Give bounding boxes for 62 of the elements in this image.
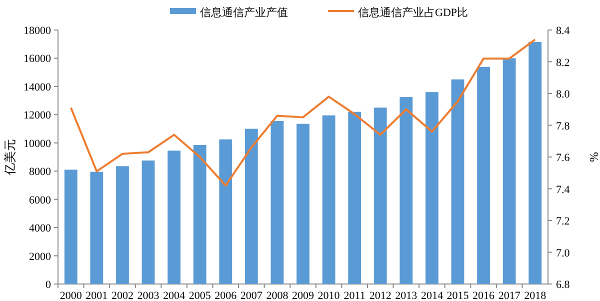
bar (400, 97, 413, 284)
x-tick-label: 2008 (266, 290, 289, 301)
bar (168, 150, 180, 284)
bar (90, 172, 104, 284)
bar (451, 79, 464, 284)
y-tick-label: 18000 (24, 25, 52, 37)
bar (477, 66, 490, 284)
x-tick-label: 2013 (395, 290, 418, 301)
bar (528, 42, 542, 284)
x-tick-label: 2011 (344, 290, 366, 301)
bar (426, 92, 438, 284)
bar (296, 124, 310, 284)
bar (270, 121, 284, 284)
y2-tick-label: 7.4 (556, 184, 570, 196)
y2-tick-label: 8.0 (556, 88, 570, 100)
y2-tick-label: 7.8 (556, 120, 570, 132)
x-tick-label: 2018 (524, 290, 547, 301)
bar (322, 115, 336, 284)
bar (142, 160, 155, 284)
y-axis-title: 亿美元 (3, 139, 17, 176)
x-tick-label: 2014 (420, 290, 444, 301)
y-tick-label: 12000 (24, 110, 52, 122)
legend-label: 信息通信产业占GDP比 (358, 6, 468, 19)
y-tick-label: 16000 (24, 53, 52, 66)
y-tick-label: 0 (46, 279, 52, 291)
x-tick-label: 2017 (498, 290, 521, 301)
y2-tick-label: 7.2 (556, 216, 570, 228)
y2-tick-label: 7.6 (556, 152, 570, 164)
x-tick-label: 2005 (188, 290, 212, 301)
bar (193, 145, 206, 284)
y-tick-label: 14000 (24, 81, 52, 94)
legend-label: 信息通信产业产值 (200, 6, 288, 19)
y2-tick-label: 6.8 (556, 279, 570, 291)
y2-tick-label: 8.2 (556, 56, 570, 69)
y-tick-label: 2000 (29, 250, 52, 263)
bar (64, 170, 78, 284)
bar (116, 166, 129, 284)
bar (374, 108, 387, 284)
y-tick-label: 6000 (29, 194, 52, 206)
line-series (70, 38, 536, 187)
y-tick-label: 4000 (29, 222, 52, 235)
x-tick-label: 2004 (163, 290, 186, 301)
x-tick-label: 2016 (472, 290, 496, 301)
x-tick-label: 2010 (318, 290, 340, 301)
x-tick-label: 2000 (60, 290, 82, 301)
x-tick-label: 2002 (111, 290, 134, 301)
bar (348, 112, 362, 284)
y-tick-label: 8000 (29, 166, 52, 178)
x-tick-label: 2012 (369, 290, 392, 301)
x-tick-label: 2006 (214, 290, 238, 301)
y2-tick-label: 8.4 (556, 25, 570, 37)
x-tick-label: 2003 (137, 290, 160, 301)
bar (244, 128, 258, 284)
y2-tick-label: 7.0 (556, 247, 570, 260)
x-tick-label: 2009 (292, 290, 314, 301)
y-tick-label: 10000 (24, 138, 52, 150)
x-tick-label: 2007 (240, 290, 263, 301)
x-tick-label: 2001 (86, 290, 108, 301)
y2-axis-title: % (587, 152, 600, 162)
bar (502, 58, 516, 284)
bar (219, 139, 232, 284)
x-tick-label: 2015 (446, 290, 470, 301)
